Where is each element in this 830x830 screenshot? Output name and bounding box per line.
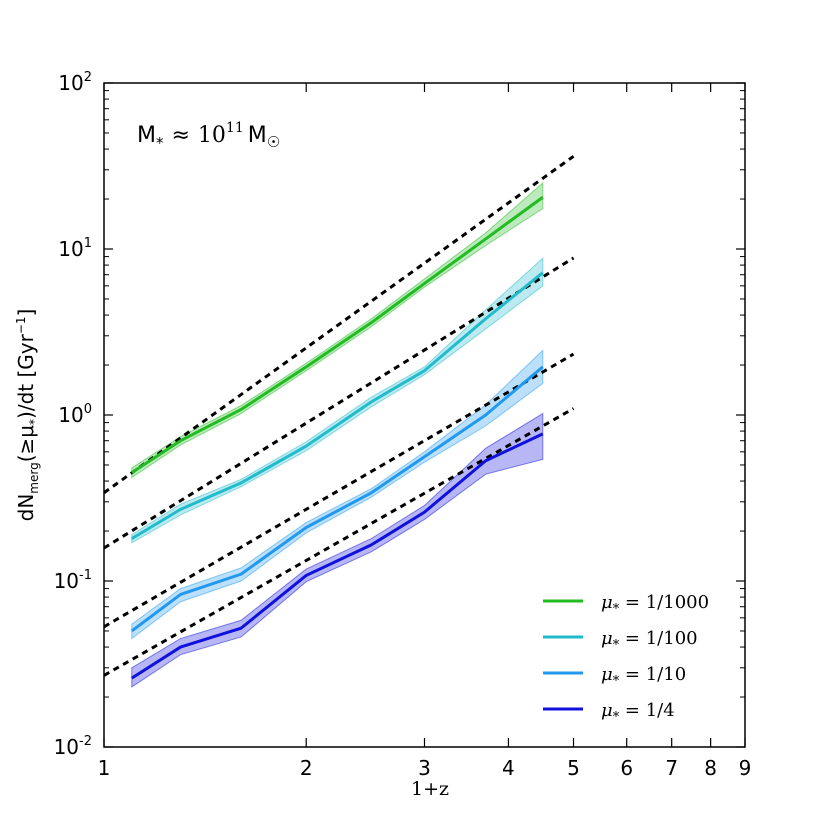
band-series-2 [131, 349, 544, 640]
x-tick-label-5: 6 [620, 756, 633, 780]
x-tick-label-0: 1 [98, 756, 111, 780]
fit-line-series-1 [103, 256, 575, 550]
annot-unit-sub: ☉ [267, 133, 280, 151]
legend-label-1: μ* = 1/100 [601, 628, 698, 653]
x-tick-label-1: 2 [300, 756, 313, 780]
y-tick-label-2: 100 [58, 402, 92, 427]
axis-ticks [103, 82, 746, 748]
y-axis-label: dNmerg(≥μ*)/dt [Gyr−1] [14, 309, 41, 522]
x-axis-label: 1+z [411, 778, 449, 800]
line-series-1 [131, 271, 544, 540]
line-series-0 [130, 196, 544, 474]
series-lines [130, 196, 544, 680]
y-label-sub: merg [27, 462, 41, 493]
legend-label-0: μ* = 1/1000 [601, 592, 709, 617]
x-tick-label-6: 7 [665, 756, 678, 780]
fit-line-series-3 [103, 407, 575, 677]
x-tick-label-2: 3 [418, 756, 431, 780]
band-series-1 [131, 257, 544, 544]
x-tick-label-4: 5 [567, 756, 580, 780]
y-label-arg-sub: * [27, 419, 41, 425]
y-label-end: ] [14, 309, 38, 317]
line-series-2 [130, 365, 544, 633]
x-tick-label-3: 4 [502, 756, 515, 780]
y-label-close: )/dt [Gyr [14, 333, 38, 419]
annot-m: M [137, 123, 156, 148]
fit-line-series-0 [103, 155, 575, 494]
y-label-arg: (≥μ [14, 425, 38, 463]
legend: μ* = 1/1000 μ* = 1/100 μ* = 1/10 μ* = 1/4 [543, 592, 709, 725]
y-tick-label-1: 10-1 [54, 568, 92, 593]
mass-annotation: M* ≈1011 M☉ [137, 120, 280, 152]
y-label-sup: −1 [14, 316, 28, 334]
annot-approx: ≈ [171, 123, 189, 148]
line-series-3 [130, 432, 544, 680]
annot-sub: * [156, 134, 164, 152]
annot-exp: 11 [226, 120, 244, 136]
x-tick-label-7: 8 [704, 756, 717, 780]
legend-label-2: μ* = 1/10 [601, 664, 686, 689]
x-tick-label-8: 9 [739, 756, 752, 780]
band-series-3 [131, 412, 544, 688]
y-tick-label-3: 101 [58, 236, 92, 261]
annot-base: 10 [198, 123, 226, 148]
fit-lines [103, 155, 575, 677]
y-tick-labels: 10-2 10-1 100 101 102 [54, 70, 92, 759]
y-tick-label-4: 102 [58, 70, 92, 95]
fit-line-series-2 [103, 352, 575, 629]
band-series-0 [131, 181, 544, 479]
annot-unit: M [248, 123, 267, 148]
legend-label-3: μ* = 1/4 [601, 700, 675, 725]
y-label-main: dN [14, 494, 38, 522]
y-tick-label-0: 10-2 [54, 734, 92, 759]
